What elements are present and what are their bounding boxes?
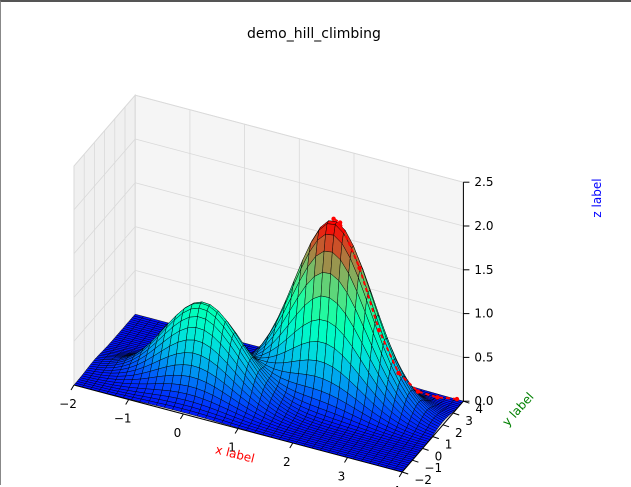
climb-path-point <box>455 397 459 401</box>
climb-path-point <box>396 371 400 375</box>
x-tick-mark <box>235 429 238 434</box>
x-tick-mark <box>71 385 74 390</box>
climb-path-point <box>377 328 381 332</box>
climb-path-point <box>357 266 361 270</box>
y-tick-mark <box>402 472 408 474</box>
z-tick-label: 0.5 <box>474 350 493 364</box>
z-tick-label: 2.0 <box>474 219 493 233</box>
x-tick-mark <box>399 472 402 477</box>
x-tick-label: −1 <box>114 412 132 426</box>
y-tick-label: 3 <box>465 414 473 428</box>
z-tick-label: 2.5 <box>474 175 493 189</box>
x-tick-label: 3 <box>338 470 346 484</box>
x-tick-mark <box>180 414 183 419</box>
x-tick-label: 2 <box>283 455 291 469</box>
y-tick-label: 2 <box>455 426 463 440</box>
x-tick-mark <box>126 400 129 405</box>
climb-path-point <box>416 389 420 393</box>
x-tick-mark <box>345 458 348 463</box>
climb-path-point <box>338 220 342 224</box>
y-tick-mark <box>453 413 459 415</box>
y-axis-label: y label <box>499 390 536 429</box>
y-tick-mark <box>433 437 439 439</box>
y-tick-mark <box>423 448 429 450</box>
x-tick-label: −2 <box>59 397 77 411</box>
z-tick-label: 1.0 <box>474 307 493 321</box>
climb-path-point <box>435 395 439 399</box>
z-tick-label: 0.0 <box>474 394 493 408</box>
y-tick-mark <box>443 425 449 427</box>
y-tick-mark <box>412 460 418 462</box>
x-tick-mark <box>290 443 293 448</box>
z-tick-label: 1.5 <box>474 263 493 277</box>
y-tick-label: 1 <box>445 438 453 452</box>
y-tick-label: 0 <box>435 449 443 463</box>
x-tick-label: 0 <box>174 426 182 440</box>
z-axis-label: z label <box>590 178 604 217</box>
chart-title: demo_hill_climbing <box>247 26 381 42</box>
climb-path-point <box>331 217 335 221</box>
x-axis-label: x label <box>214 442 256 465</box>
